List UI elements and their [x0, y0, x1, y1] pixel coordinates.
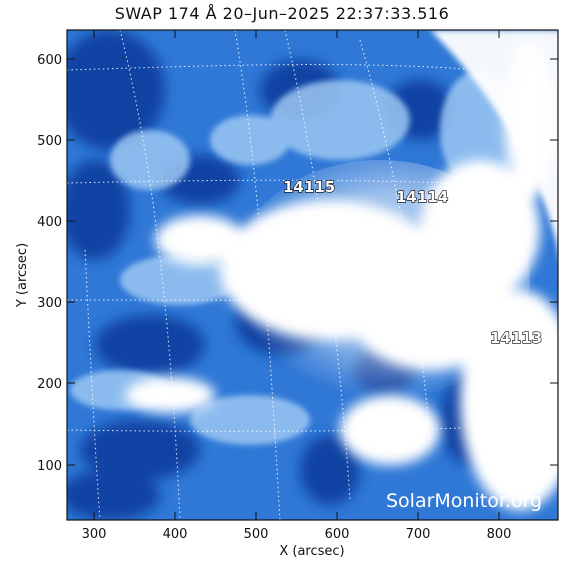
y-tick-label: 500 — [37, 134, 62, 149]
region-label-14115: 14115 — [283, 178, 335, 196]
region-label-14113: 14113 — [490, 329, 542, 347]
y-axis — [67, 58, 558, 466]
x-axis-title: X (arcsec) — [279, 544, 344, 559]
y-tick-label: 400 — [37, 215, 62, 230]
x-axis — [93, 30, 500, 520]
region-label-14114: 14114 — [396, 188, 448, 206]
heliographic-grid — [67, 30, 521, 520]
euv-image — [67, 30, 558, 520]
watermark: SolarMonitor.org — [386, 490, 542, 512]
y-tick-label: 300 — [37, 296, 62, 311]
x-tick-label: 700 — [406, 527, 431, 542]
y-axis-title: Y (arcsec) — [15, 243, 30, 308]
image-title: SWAP 174 Å 20–Jun–2025 22:37:33.516 — [114, 4, 450, 23]
x-tick-label: 400 — [163, 527, 188, 542]
x-tick-label: 600 — [325, 527, 350, 542]
y-tick-label: 100 — [37, 459, 62, 474]
x-tick-label: 300 — [82, 527, 107, 542]
x-tick-label: 800 — [487, 527, 512, 542]
y-tick-label: 200 — [37, 377, 62, 392]
y-tick-label: 600 — [37, 53, 62, 68]
plot-frame — [66, 29, 559, 521]
x-tick-label: 500 — [244, 527, 269, 542]
